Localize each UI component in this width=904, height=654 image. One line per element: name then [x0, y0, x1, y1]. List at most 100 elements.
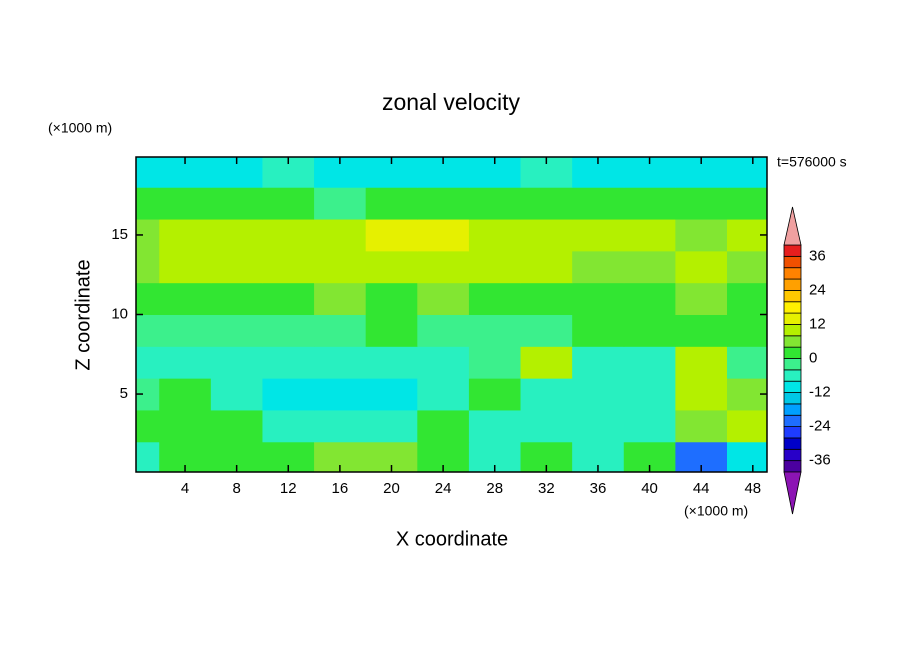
annotation: t=576000 s — [777, 154, 847, 170]
field-cell — [675, 314, 728, 347]
field-cell — [262, 282, 315, 315]
field-cell — [417, 187, 470, 220]
field-cell — [726, 409, 767, 443]
chart-title: zonal velocity — [382, 89, 521, 115]
x-tick-label: 32 — [538, 480, 555, 497]
field-cell — [623, 378, 676, 411]
colorbar-box — [783, 301, 802, 314]
field-cell — [520, 187, 573, 220]
field-cell — [314, 187, 367, 220]
field-cell — [726, 187, 767, 220]
field-cell — [262, 187, 315, 220]
colorbar-label: 24 — [809, 281, 826, 298]
colorbar-box — [783, 255, 802, 269]
field — [136, 157, 767, 472]
field-cell — [262, 378, 315, 411]
field-cell — [159, 314, 212, 347]
field-cell — [417, 282, 470, 315]
field-cell — [262, 219, 315, 252]
colorbar-box — [783, 403, 802, 416]
x-tick-label: 44 — [693, 480, 710, 497]
field-cell — [623, 187, 676, 220]
x-tick-label: 24 — [435, 480, 452, 497]
field-cell — [136, 441, 160, 472]
field-cell — [210, 250, 263, 284]
y-tick-label: 5 — [120, 385, 128, 402]
colorbar-under — [783, 471, 802, 515]
field-cell — [726, 157, 767, 188]
field-cell — [468, 409, 522, 443]
colorbar-label: 12 — [809, 315, 826, 332]
field-cell — [136, 219, 160, 252]
colorbar-box — [783, 289, 802, 303]
field-cell — [572, 282, 625, 315]
field-cell — [572, 219, 625, 252]
field-cell — [520, 282, 573, 315]
colorbar-box — [783, 335, 802, 348]
field-cell — [726, 441, 767, 472]
colorbar-label: -12 — [809, 384, 831, 401]
field-cell — [520, 346, 573, 379]
colorbar-box — [783, 244, 802, 257]
field-cell — [159, 219, 212, 252]
field-cell — [159, 409, 212, 443]
colorbar-label: -24 — [809, 418, 831, 435]
field-cell — [572, 187, 625, 220]
field-cell — [262, 314, 315, 347]
field-cell — [520, 378, 573, 411]
field-cell — [623, 346, 676, 379]
field-cell — [159, 346, 212, 379]
field-cell — [365, 409, 418, 443]
x-tick-label: 36 — [590, 480, 607, 497]
field-cell — [417, 219, 470, 252]
field-cell — [314, 409, 367, 443]
colorbar-box — [783, 426, 802, 439]
colorbar-box — [783, 278, 802, 291]
field-cell — [572, 378, 625, 411]
field-cell — [365, 187, 418, 220]
colorbar-box — [783, 267, 802, 280]
field-cell — [468, 378, 522, 411]
field-cell — [314, 219, 367, 252]
field-cell — [210, 187, 263, 220]
field-cell — [136, 157, 160, 188]
field-cell — [468, 219, 522, 252]
field-cell — [520, 314, 573, 347]
field-cell — [136, 187, 160, 220]
field-cell — [262, 250, 315, 284]
colorbar-label: 36 — [809, 247, 826, 264]
field-cell — [314, 314, 367, 347]
field-cell — [210, 346, 263, 379]
field-cell — [159, 378, 212, 411]
field-cell — [726, 314, 767, 347]
field-cell — [262, 409, 315, 443]
colorbar-box — [783, 448, 802, 462]
field-cell — [314, 282, 367, 315]
colorbar-box — [783, 324, 802, 337]
field-cell — [210, 409, 263, 443]
field-cell — [623, 282, 676, 315]
field-cell — [262, 346, 315, 379]
y-unit: (×1000 m) — [48, 120, 112, 136]
field-cell — [210, 282, 263, 315]
field-cell — [726, 250, 767, 284]
colorbar-box — [783, 380, 802, 393]
field-cell — [136, 378, 160, 411]
field-cell — [675, 187, 728, 220]
x-tick-label: 16 — [332, 480, 349, 497]
field-cell — [520, 250, 573, 284]
field-cell — [623, 409, 676, 443]
field-cell — [468, 314, 522, 347]
field-cell — [417, 250, 470, 284]
field-cell — [365, 378, 418, 411]
field-cell — [136, 409, 160, 443]
field-cell — [136, 346, 160, 379]
field-cell — [159, 282, 212, 315]
field-cell — [417, 346, 470, 379]
field-cell — [726, 282, 767, 315]
field-cell — [417, 314, 470, 347]
field-cell — [365, 314, 418, 347]
field-cell — [314, 378, 367, 411]
field-cell — [136, 250, 160, 284]
